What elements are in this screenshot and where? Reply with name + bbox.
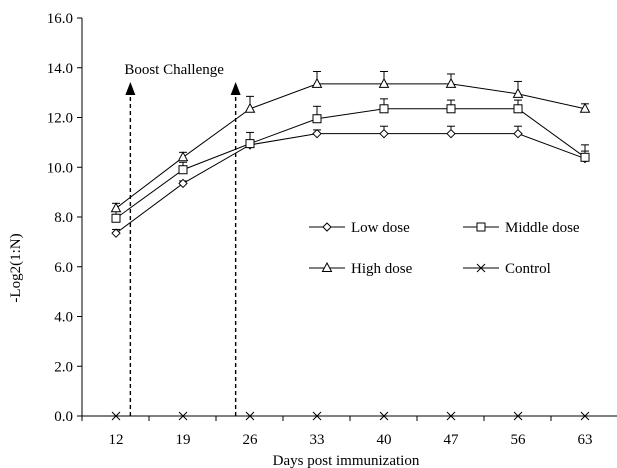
data-point-middle-dose (245, 139, 255, 149)
legend-item: High dose (309, 261, 413, 277)
boost-challenge-label: Boost Challenge (124, 62, 224, 78)
x-marker-stroke (446, 411, 456, 421)
y-axis-label: -Log2(1:N) (8, 233, 24, 302)
legend-label: Control (505, 261, 551, 277)
data-point-low-dose (312, 128, 322, 139)
y-tick-label: 14.0 (47, 61, 73, 77)
x-marker-stroke (312, 411, 322, 421)
x-marker-stroke (379, 411, 389, 421)
x-marker-stroke (476, 263, 486, 273)
y-tick-label: 4.0 (54, 310, 73, 326)
x-marker-stroke (513, 411, 523, 421)
data-point-control (446, 411, 456, 421)
x-tick-label: 56 (511, 432, 527, 448)
series-line-middle-dose (115, 108, 586, 219)
legend-marker-icon (476, 263, 486, 273)
legend: Low dose Middle dose High dose Control (309, 220, 580, 277)
data-point-high-dose (445, 77, 457, 88)
data-point-low-dose (513, 128, 523, 139)
x-marker-stroke (111, 411, 121, 421)
x-tick-label: 47 (444, 432, 460, 448)
series-high-dose (110, 70, 591, 213)
y-tick-label: 8.0 (54, 210, 73, 226)
data-point-low-dose (379, 128, 389, 139)
series-control (111, 411, 590, 421)
y-tick-label: 0.0 (54, 409, 73, 425)
legend-item: Middle dose (463, 220, 580, 236)
legend-item: Low dose (309, 220, 410, 236)
x-tick-label: 19 (176, 432, 191, 448)
data-point-low-dose (178, 178, 188, 189)
data-point-low-dose (111, 228, 121, 238)
data-point-control (312, 411, 322, 421)
data-point-control (513, 411, 523, 421)
legend-marker-icon (322, 222, 332, 232)
data-point-middle-dose (178, 165, 188, 175)
x-tick-label: 63 (578, 432, 593, 448)
x-tick-label: 33 (310, 432, 325, 448)
data-point-high-dose (177, 151, 189, 162)
legend-marker-icon (476, 222, 486, 232)
data-point-high-dose (311, 77, 323, 88)
y-tick-label: 2.0 (54, 359, 73, 375)
x-tick-label: 40 (377, 432, 392, 448)
legend-label: Low dose (351, 220, 410, 236)
data-point-high-dose (244, 102, 256, 113)
data-point-low-dose (446, 128, 456, 139)
data-point-high-dose (512, 87, 524, 98)
y-tick-label: 10.0 (47, 160, 73, 176)
data-point-middle-dose (111, 213, 121, 223)
data-point-control (379, 411, 389, 421)
data-point-high-dose (110, 202, 122, 213)
x-axis-label: Days post immunization (273, 453, 420, 468)
data-point-control (245, 411, 255, 421)
data-point-middle-dose (379, 104, 389, 114)
x-tick-label: 26 (243, 432, 259, 448)
y-ticks: 0.0 2.0 4.0 6.0 8.0 10.0 12.0 14.0 16.0 (47, 11, 82, 425)
series-middle-dose (111, 98, 590, 223)
x-marker-stroke (580, 411, 590, 421)
y-tick-label: 16.0 (47, 11, 73, 27)
data-point-control (111, 411, 121, 421)
y-tick-label: 6.0 (54, 260, 73, 276)
x-marker-stroke (178, 411, 188, 421)
series-line-low-dose (115, 133, 586, 234)
x-tick-label: 12 (109, 432, 124, 448)
legend-marker-icon (321, 261, 333, 272)
series-line-high-dose (115, 83, 586, 209)
x-marker-stroke (245, 411, 255, 421)
y-tick-label: 12.0 (47, 111, 73, 127)
data-point-middle-dose (446, 104, 456, 114)
x-ticks: 12 19 26 33 40 47 56 63 (81, 416, 593, 448)
arrowhead-icon (125, 82, 136, 95)
data-point-middle-dose (580, 152, 590, 162)
legend-label: Middle dose (505, 220, 580, 236)
data-point-control (580, 411, 590, 421)
boost-challenge-annotations: Boost Challenge (124, 62, 241, 416)
data-point-high-dose (579, 102, 591, 113)
data-point-control (178, 411, 188, 421)
data-point-middle-dose (513, 104, 523, 114)
data-point-middle-dose (312, 114, 322, 124)
legend-item: Control (463, 261, 551, 277)
data-point-high-dose (378, 77, 390, 88)
series-group (110, 70, 591, 421)
arrowhead-icon (230, 82, 241, 95)
legend-label: High dose (351, 261, 413, 277)
